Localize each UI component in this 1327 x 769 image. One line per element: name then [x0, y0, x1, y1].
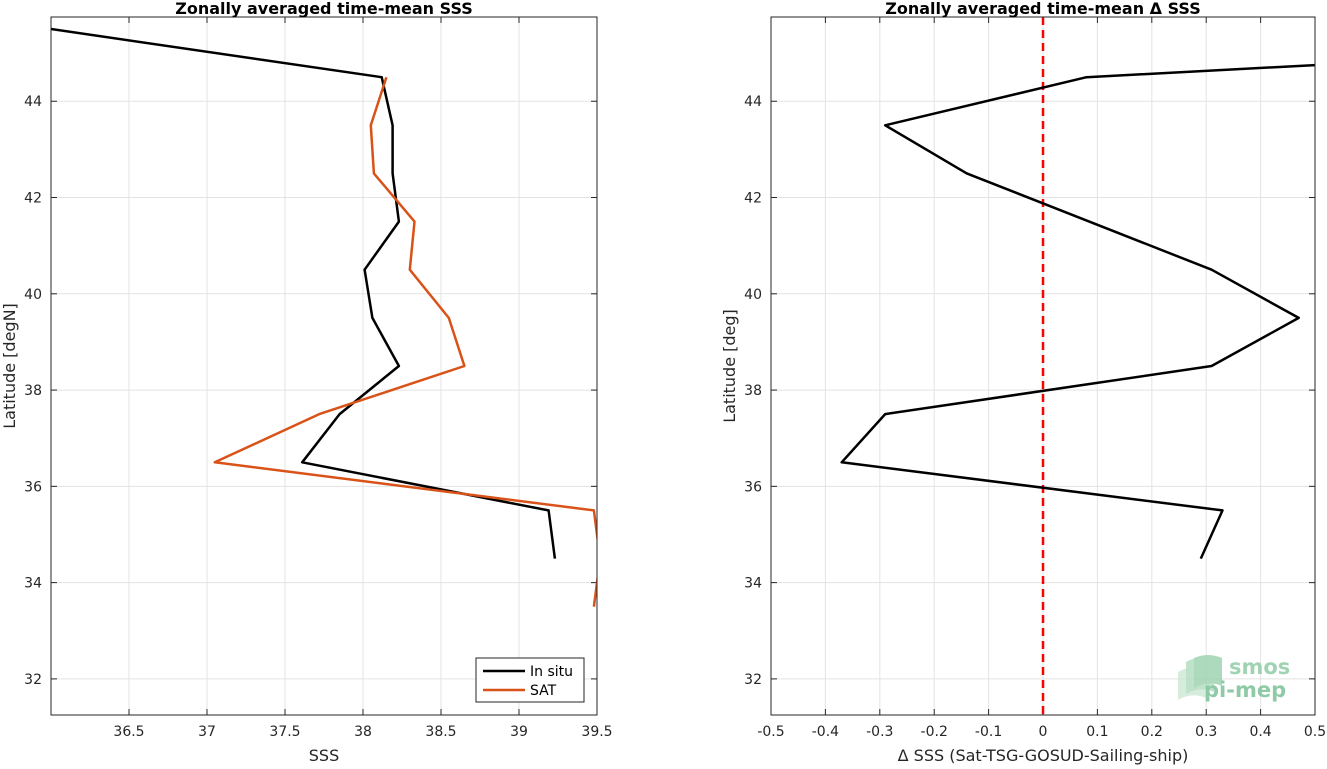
right-x-tick-label-10: 0.5 — [1304, 724, 1326, 740]
logo-text-pimep: pi-mep — [1204, 678, 1286, 702]
left-y-tick-label-5: 42 — [24, 191, 42, 207]
right-y-tick-label-5: 42 — [744, 191, 762, 207]
left-y-tick-label-3: 38 — [24, 383, 42, 399]
right-series-line-0 — [840, 63, 1315, 560]
right-y-axis-label: Latitude [deg] — [720, 309, 739, 423]
left-y-tick-label-2: 36 — [24, 479, 42, 495]
right-panel: -0.5 -0.4 -0.3 -0.2 -0.1 0 0.1 0.2 0.3 0.4 0.5 32 34… — [720, 0, 1326, 765]
right-y-tick-label-3: 38 — [744, 383, 762, 399]
right-chart-title: Zonally averaged time-mean Δ SSS — [885, 0, 1201, 18]
right-x-tick-label-4: -0.1 — [975, 724, 1002, 740]
right-y-tick-label-0: 32 — [744, 672, 762, 688]
left-y-axis-label: Latitude [degN] — [0, 303, 19, 429]
left-grid — [51, 17, 598, 715]
left-x-tick-label-3: 38 — [354, 724, 372, 740]
left-series-lines — [51, 27, 597, 607]
left-axes-border — [50, 16, 598, 716]
right-x-tick-label-9: 0.4 — [1249, 724, 1271, 740]
right-axes-border — [770, 16, 1316, 716]
left-y-tick-label-1: 34 — [24, 576, 42, 592]
right-series-lines — [840, 63, 1315, 560]
logo-wave-icon — [1178, 655, 1222, 700]
right-x-tick-label-7: 0.2 — [1141, 724, 1163, 740]
right-x-tick-label-6: 0.1 — [1086, 724, 1108, 740]
right-x-tick-label-2: -0.3 — [866, 724, 893, 740]
left-x-axis-label: SSS — [309, 746, 339, 765]
left-series-line-1 — [213, 76, 597, 607]
smos-pimep-logo: smos pi-mep — [1178, 655, 1290, 702]
left-y-tick-label-4: 40 — [24, 287, 42, 303]
left-x-tick-label-5: 39 — [510, 724, 528, 740]
right-x-tick-label-8: 0.3 — [1195, 724, 1217, 740]
left-x-tick-label-1: 37 — [198, 724, 216, 740]
legend-label-sat: SAT — [530, 683, 557, 699]
left-series-line-0 — [51, 27, 557, 559]
left-y-tick-label-6: 44 — [24, 94, 42, 110]
left-panel: 36.5 37 37.5 38 38.5 39 39.5 32 34 36 38 40 42 44 Zon… — [0, 0, 613, 765]
right-x-tick-label-0: -0.5 — [757, 724, 784, 740]
logo-text-smos: smos — [1229, 655, 1290, 679]
left-x-tick-label-6: 39.5 — [581, 724, 612, 740]
right-y-tick-label-1: 34 — [744, 576, 762, 592]
left-legend: In situ SAT — [475, 657, 585, 703]
left-x-tick-label-4: 38.5 — [425, 724, 456, 740]
legend-label-in-situ: In situ — [530, 664, 573, 680]
left-y-tick-label-0: 32 — [24, 672, 42, 688]
right-y-tick-label-4: 40 — [744, 287, 762, 303]
left-ticks: 36.5 37 37.5 38 38.5 39 39.5 32 34 36 38 40 42 44 — [24, 17, 613, 740]
right-y-tick-label-2: 36 — [744, 479, 762, 495]
right-y-tick-label-6: 44 — [744, 94, 762, 110]
left-chart-title: Zonally averaged time-mean SSS — [175, 0, 473, 18]
left-axes-background — [51, 17, 597, 715]
left-x-tick-label-2: 37.5 — [269, 724, 300, 740]
right-x-tick-label-3: -0.2 — [921, 724, 948, 740]
right-ticks: -0.5 -0.4 -0.3 -0.2 -0.1 0 0.1 0.2 0.3 0.4 0.5 32 34… — [744, 17, 1326, 740]
right-x-axis-label: Δ SSS (Sat-TSG-GOSUD-Sailing-ship) — [898, 746, 1189, 765]
legend-box — [475, 657, 585, 703]
right-x-tick-label-5: 0 — [1039, 724, 1048, 740]
right-x-tick-label-1: -0.4 — [812, 724, 839, 740]
left-x-tick-label-0: 36.5 — [113, 724, 144, 740]
